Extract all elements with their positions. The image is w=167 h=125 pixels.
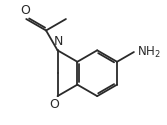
Text: N: N: [54, 35, 64, 48]
Text: O: O: [49, 98, 59, 110]
Text: O: O: [20, 4, 30, 17]
Text: NH$_2$: NH$_2$: [137, 44, 160, 60]
